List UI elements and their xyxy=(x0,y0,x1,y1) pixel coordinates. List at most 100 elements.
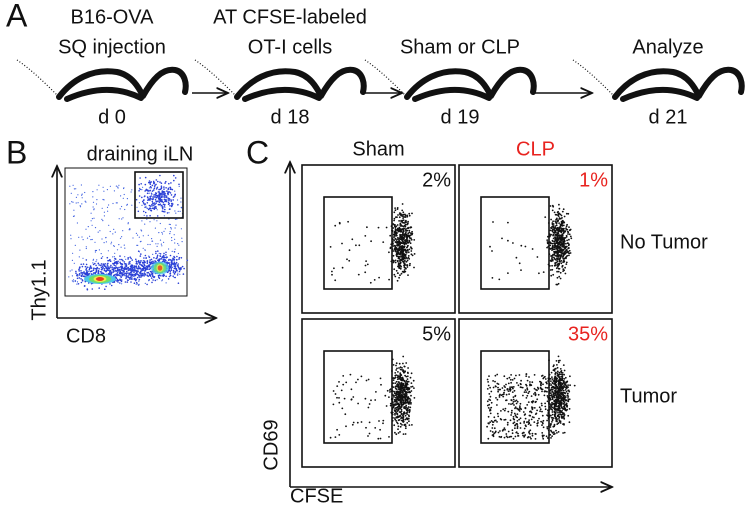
event xyxy=(557,399,559,401)
event xyxy=(80,264,82,266)
event xyxy=(399,387,401,389)
event xyxy=(390,388,392,390)
event xyxy=(146,272,148,274)
event xyxy=(351,388,353,390)
event xyxy=(394,409,396,411)
step-text: Sham or CLP xyxy=(400,36,520,58)
event xyxy=(175,264,176,265)
event xyxy=(177,274,179,276)
event xyxy=(140,229,141,230)
event xyxy=(404,233,406,235)
event xyxy=(563,390,565,392)
event xyxy=(487,381,489,383)
event xyxy=(96,199,97,200)
event xyxy=(170,255,172,257)
event xyxy=(93,206,94,207)
event xyxy=(386,405,388,407)
mouse-belly xyxy=(415,90,489,99)
event xyxy=(397,375,399,377)
event xyxy=(157,260,159,262)
panel-label: A xyxy=(6,0,28,33)
event xyxy=(151,193,153,195)
event xyxy=(561,230,563,232)
event xyxy=(512,379,514,381)
event xyxy=(517,427,519,429)
event xyxy=(550,205,552,207)
event xyxy=(397,428,399,430)
event xyxy=(148,256,149,257)
event xyxy=(187,260,189,262)
event xyxy=(181,257,183,259)
event xyxy=(171,269,173,271)
event xyxy=(155,184,157,186)
event xyxy=(494,427,496,429)
event xyxy=(567,242,569,244)
event xyxy=(158,276,160,278)
event xyxy=(407,221,409,223)
event xyxy=(164,209,166,211)
event xyxy=(131,271,133,273)
event xyxy=(405,268,407,270)
event xyxy=(556,258,558,260)
event xyxy=(561,215,563,217)
event xyxy=(393,274,395,276)
event xyxy=(545,387,547,389)
event xyxy=(406,396,408,398)
event xyxy=(548,379,550,381)
event xyxy=(361,376,363,378)
event xyxy=(157,256,159,258)
event xyxy=(399,402,401,404)
event xyxy=(552,417,554,419)
event xyxy=(106,241,107,242)
event xyxy=(143,203,145,205)
event xyxy=(401,413,403,415)
event xyxy=(394,231,396,233)
event xyxy=(403,255,405,257)
event xyxy=(123,198,124,199)
event xyxy=(566,250,568,252)
event xyxy=(559,250,561,252)
event xyxy=(366,380,368,382)
event xyxy=(125,263,127,265)
event xyxy=(169,276,170,277)
event xyxy=(403,246,405,248)
event xyxy=(358,244,360,246)
event xyxy=(551,230,553,232)
event xyxy=(84,271,85,272)
event xyxy=(398,267,400,269)
event xyxy=(559,390,561,392)
event xyxy=(402,356,404,358)
event xyxy=(174,210,175,211)
event xyxy=(533,421,535,423)
event xyxy=(78,202,79,203)
event xyxy=(565,383,567,385)
event xyxy=(133,270,135,272)
event xyxy=(180,267,182,269)
event xyxy=(85,229,86,230)
event xyxy=(113,269,115,271)
event xyxy=(348,260,350,262)
event xyxy=(355,382,357,384)
event xyxy=(554,424,556,426)
event xyxy=(396,403,398,405)
event xyxy=(392,245,394,247)
event xyxy=(513,404,515,406)
event xyxy=(393,403,395,405)
event xyxy=(410,403,412,405)
event xyxy=(404,424,406,426)
event xyxy=(401,383,403,385)
event xyxy=(547,243,549,245)
event xyxy=(150,244,151,245)
event xyxy=(164,204,166,206)
event xyxy=(155,199,157,201)
event xyxy=(119,259,121,261)
event xyxy=(73,210,74,211)
event xyxy=(558,234,560,236)
event xyxy=(384,395,386,397)
event xyxy=(134,282,136,284)
event xyxy=(410,377,412,379)
event xyxy=(405,427,407,429)
event xyxy=(511,412,513,414)
event xyxy=(149,193,150,194)
event xyxy=(542,383,544,385)
